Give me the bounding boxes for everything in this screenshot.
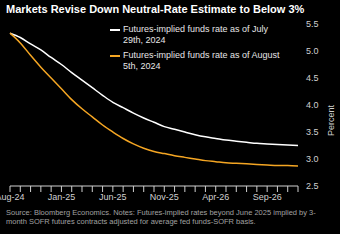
svg-text:Apr-26: Apr-26 bbox=[202, 192, 229, 202]
svg-text:Nov-25: Nov-25 bbox=[150, 192, 179, 202]
svg-text:Sep-26: Sep-26 bbox=[253, 192, 282, 202]
html-text:Futures-implied funds rate as: Futures-implied funds rate as of August … bbox=[123, 50, 280, 71]
svg-text:Jan-25: Jan-25 bbox=[48, 192, 76, 202]
svg-text:5.0: 5.0 bbox=[306, 46, 319, 56]
svg-text:3.0: 3.0 bbox=[306, 154, 319, 164]
svg-text:Percent: Percent bbox=[326, 105, 332, 137]
svg-text:4.5: 4.5 bbox=[306, 73, 319, 83]
svg-text:2.5: 2.5 bbox=[306, 181, 319, 191]
svg-text:5.5: 5.5 bbox=[306, 19, 319, 29]
svg-text:4.0: 4.0 bbox=[306, 100, 319, 110]
html-text:Markets Revise Down Neutral-Ra: Markets Revise Down Neutral-Rate Estimat… bbox=[6, 3, 305, 15]
html-text:Source: Bloomberg Economics. N: Source: Bloomberg Economics. Notes: Futu… bbox=[6, 208, 316, 226]
svg-text:Aug-24: Aug-24 bbox=[8, 192, 25, 202]
svg-text:3.5: 3.5 bbox=[306, 127, 319, 137]
html-text:Futures-implied funds rate as: Futures-implied funds rate as of July 29… bbox=[123, 24, 269, 45]
svg-text:Jun-25: Jun-25 bbox=[99, 192, 127, 202]
